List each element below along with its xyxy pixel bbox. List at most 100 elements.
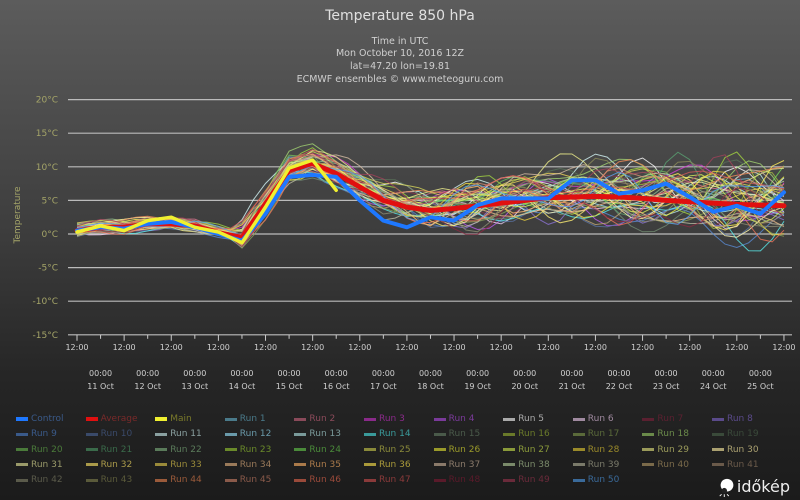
legend-item-run-21[interactable]: Run 21 — [85, 445, 132, 455]
legend-item-run-15[interactable]: Run 15 — [433, 429, 480, 439]
x-tick-time: 12:00 — [772, 343, 795, 352]
legend-item-run-5[interactable]: Run 5 — [503, 414, 544, 424]
legend-item-run-39[interactable]: Run 39 — [572, 460, 619, 470]
legend-item-run-48[interactable]: Run 48 — [433, 475, 480, 485]
legend-item-run-26[interactable]: Run 26 — [433, 445, 480, 455]
legend-item-run-33[interactable]: Run 33 — [155, 460, 202, 470]
x-tick-date: 12 Oct — [134, 382, 161, 391]
legend-swatch — [294, 417, 307, 421]
legend-item-run-49[interactable]: Run 49 — [503, 475, 550, 485]
x-tick-date-time: 00:00 — [749, 369, 772, 378]
legend-item-run-27[interactable]: Run 27 — [503, 445, 550, 455]
legend-swatch — [155, 417, 168, 421]
legend-item-run-1[interactable]: Run 1 — [224, 414, 266, 424]
x-tick-time: 12:00 — [160, 343, 183, 352]
legend-label: Run 35 — [309, 459, 341, 470]
legend-item-run-42[interactable]: Run 42 — [16, 475, 63, 485]
legend-label: Main — [170, 414, 192, 424]
legend-item-run-50[interactable]: Run 50 — [572, 475, 619, 485]
legend-item-run-44[interactable]: Run 44 — [155, 475, 202, 485]
legend-item-run-11[interactable]: Run 11 — [155, 429, 202, 439]
legend-item-run-35[interactable]: Run 35 — [294, 460, 341, 470]
legend-item-run-12[interactable]: Run 12 — [224, 429, 272, 440]
legend-item-run-20[interactable]: Run 20 — [16, 445, 63, 455]
x-tick-date-time: 00:00 — [466, 369, 489, 378]
legend-label: Run 23 — [239, 444, 272, 455]
x-tick-time: 12:00 — [443, 343, 466, 352]
legend-item-run-37[interactable]: Run 37 — [433, 459, 481, 470]
legend-item-run-18[interactable]: Run 18 — [642, 429, 689, 439]
x-tick-date: 13 Oct — [182, 382, 209, 391]
x-tick-date-time: 00:00 — [560, 369, 583, 378]
legend-swatch — [433, 432, 446, 436]
legend-item-average[interactable]: Average — [85, 414, 138, 424]
legend-item-run-9[interactable]: Run 9 — [16, 429, 57, 439]
x-tick-date: 15 Oct — [276, 382, 303, 391]
legend-item-run-24[interactable]: Run 24 — [294, 445, 341, 455]
legend-item-run-36[interactable]: Run 36 — [364, 460, 411, 470]
legend-swatch — [433, 448, 446, 452]
legend-label: Run 9 — [31, 429, 57, 440]
legend-swatch — [433, 417, 446, 421]
legend-label: Run 37 — [448, 459, 481, 470]
legend-item-run-22[interactable]: Run 22 — [155, 445, 202, 455]
legend-item-run-45[interactable]: Run 45 — [224, 475, 272, 486]
chart-subtitle-run: Mon October 10, 2016 12Z — [335, 48, 464, 59]
x-tick-date: 11 Oct — [87, 382, 114, 391]
legend-item-run-28[interactable]: Run 28 — [572, 445, 619, 455]
legend-swatch — [503, 463, 516, 467]
legend-label: Run 10 — [100, 429, 133, 440]
x-tick-date: 19 Oct — [464, 382, 491, 391]
legend-item-run-6[interactable]: Run 6 — [572, 414, 614, 424]
legend-item-run-31[interactable]: Run 31 — [16, 460, 63, 470]
legend-item-control[interactable]: Control — [16, 414, 64, 424]
legend-swatch — [364, 432, 376, 436]
legend-item-run-16[interactable]: Run 16 — [503, 429, 550, 439]
legend-item-run-41[interactable]: Run 41 — [712, 460, 759, 470]
legend-label: Average — [100, 414, 138, 424]
legend-swatch — [155, 448, 168, 452]
legend-label: Run 27 — [518, 444, 550, 455]
legend-label: Run 12 — [239, 429, 272, 440]
legend-label: Run 45 — [239, 475, 272, 486]
legend-item-run-30[interactable]: Run 30 — [712, 445, 759, 455]
legend-label: Run 43 — [100, 475, 133, 486]
legend-swatch — [642, 417, 655, 421]
legend-item-run-2[interactable]: Run 2 — [294, 414, 335, 424]
legend-label: Run 38 — [518, 459, 550, 470]
ensemble-runs — [76, 143, 785, 252]
legend-swatch — [224, 417, 237, 421]
legend-item-run-43[interactable]: Run 43 — [85, 475, 133, 486]
legend-swatch — [503, 432, 516, 436]
legend-item-run-40[interactable]: Run 40 — [642, 460, 689, 470]
legend-item-run-3[interactable]: Run 3 — [364, 414, 405, 424]
legend-label: Run 33 — [170, 459, 202, 470]
legend-item-run-34[interactable]: Run 34 — [224, 460, 271, 470]
legend-item-run-19[interactable]: Run 19 — [712, 429, 759, 439]
legend-item-run-8[interactable]: Run 8 — [712, 414, 753, 424]
legend-item-run-47[interactable]: Run 47 — [364, 475, 411, 485]
y-tick-label: 10°C — [36, 163, 58, 173]
legend-item-run-46[interactable]: Run 46 — [294, 475, 341, 485]
legend-item-run-32[interactable]: Run 32 — [85, 460, 132, 470]
legend-item-run-25[interactable]: Run 25 — [364, 445, 411, 455]
x-tick-time: 12:00 — [490, 343, 513, 352]
chart-subtitle-time: Time in UTC — [371, 36, 429, 47]
y-tick-label: 0°C — [41, 230, 58, 240]
legend-label: Run 14 — [379, 429, 411, 440]
legend-item-run-7[interactable]: Run 7 — [642, 414, 683, 424]
legend-item-run-4[interactable]: Run 4 — [433, 414, 474, 424]
legend-item-run-14[interactable]: Run 14 — [364, 429, 411, 439]
legend-swatch — [155, 432, 168, 436]
legend-item-run-13[interactable]: Run 13 — [294, 429, 341, 439]
x-tick-time: 12:00 — [113, 343, 136, 352]
legend-item-run-17[interactable]: Run 17 — [572, 429, 619, 439]
x-tick-date: 24 Oct — [700, 382, 727, 391]
legend-item-main[interactable]: Main — [155, 414, 192, 424]
legend-item-run-29[interactable]: Run 29 — [642, 445, 689, 455]
legend-item-run-23[interactable]: Run 23 — [224, 444, 272, 455]
legend-item-run-38[interactable]: Run 38 — [503, 460, 550, 470]
x-tick-date: 14 Oct — [229, 382, 256, 391]
legend-item-run-10[interactable]: Run 10 — [85, 429, 133, 440]
idokep-logo: időkép — [717, 476, 790, 498]
